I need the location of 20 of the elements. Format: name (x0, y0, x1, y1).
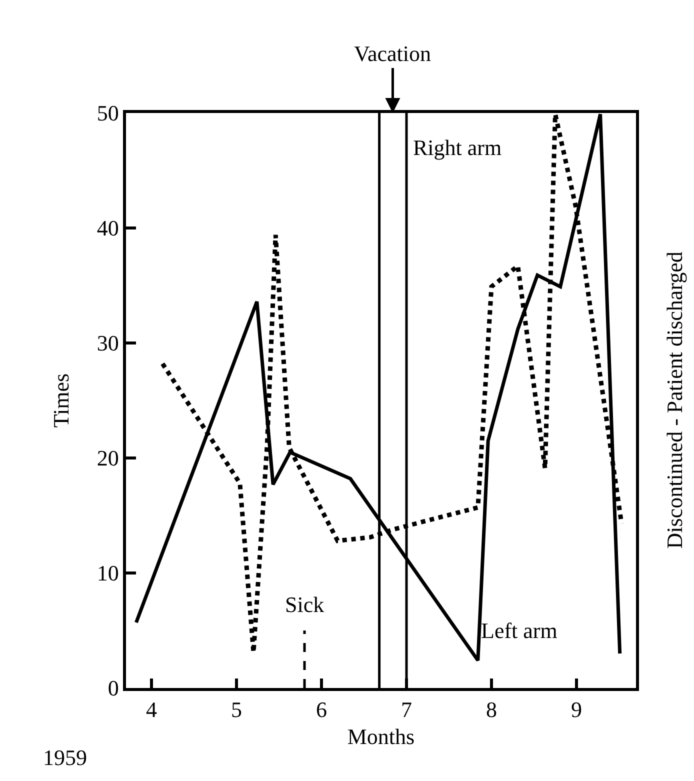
text: 1959 (43, 745, 87, 770)
x-tick-label: 7 (401, 697, 412, 722)
y-tick-label: 20 (96, 446, 119, 471)
ref-line-label: Sick (285, 592, 324, 617)
y-tick-label: 40 (96, 216, 119, 241)
x-axis-title: Months (347, 724, 415, 750)
y-axis-title: Times (48, 373, 74, 428)
x-tick-label: 6 (316, 697, 327, 722)
x-tick-label: 9 (571, 697, 582, 722)
y-tick-label: 50 (96, 100, 119, 126)
x-tick-label: 5 (231, 697, 242, 722)
text: Discontinued - Patient discharged (662, 252, 687, 549)
annotation: Left arm (481, 618, 558, 643)
text: Vacation (354, 41, 431, 66)
x-tick-label: 8 (486, 697, 497, 722)
y-tick-label: 30 (96, 330, 119, 356)
y-tick-label: 10 (96, 560, 119, 586)
x-tick-label: 4 (146, 697, 157, 722)
annotation: Right arm (413, 135, 502, 160)
y-tick-label: 0 (108, 676, 119, 701)
